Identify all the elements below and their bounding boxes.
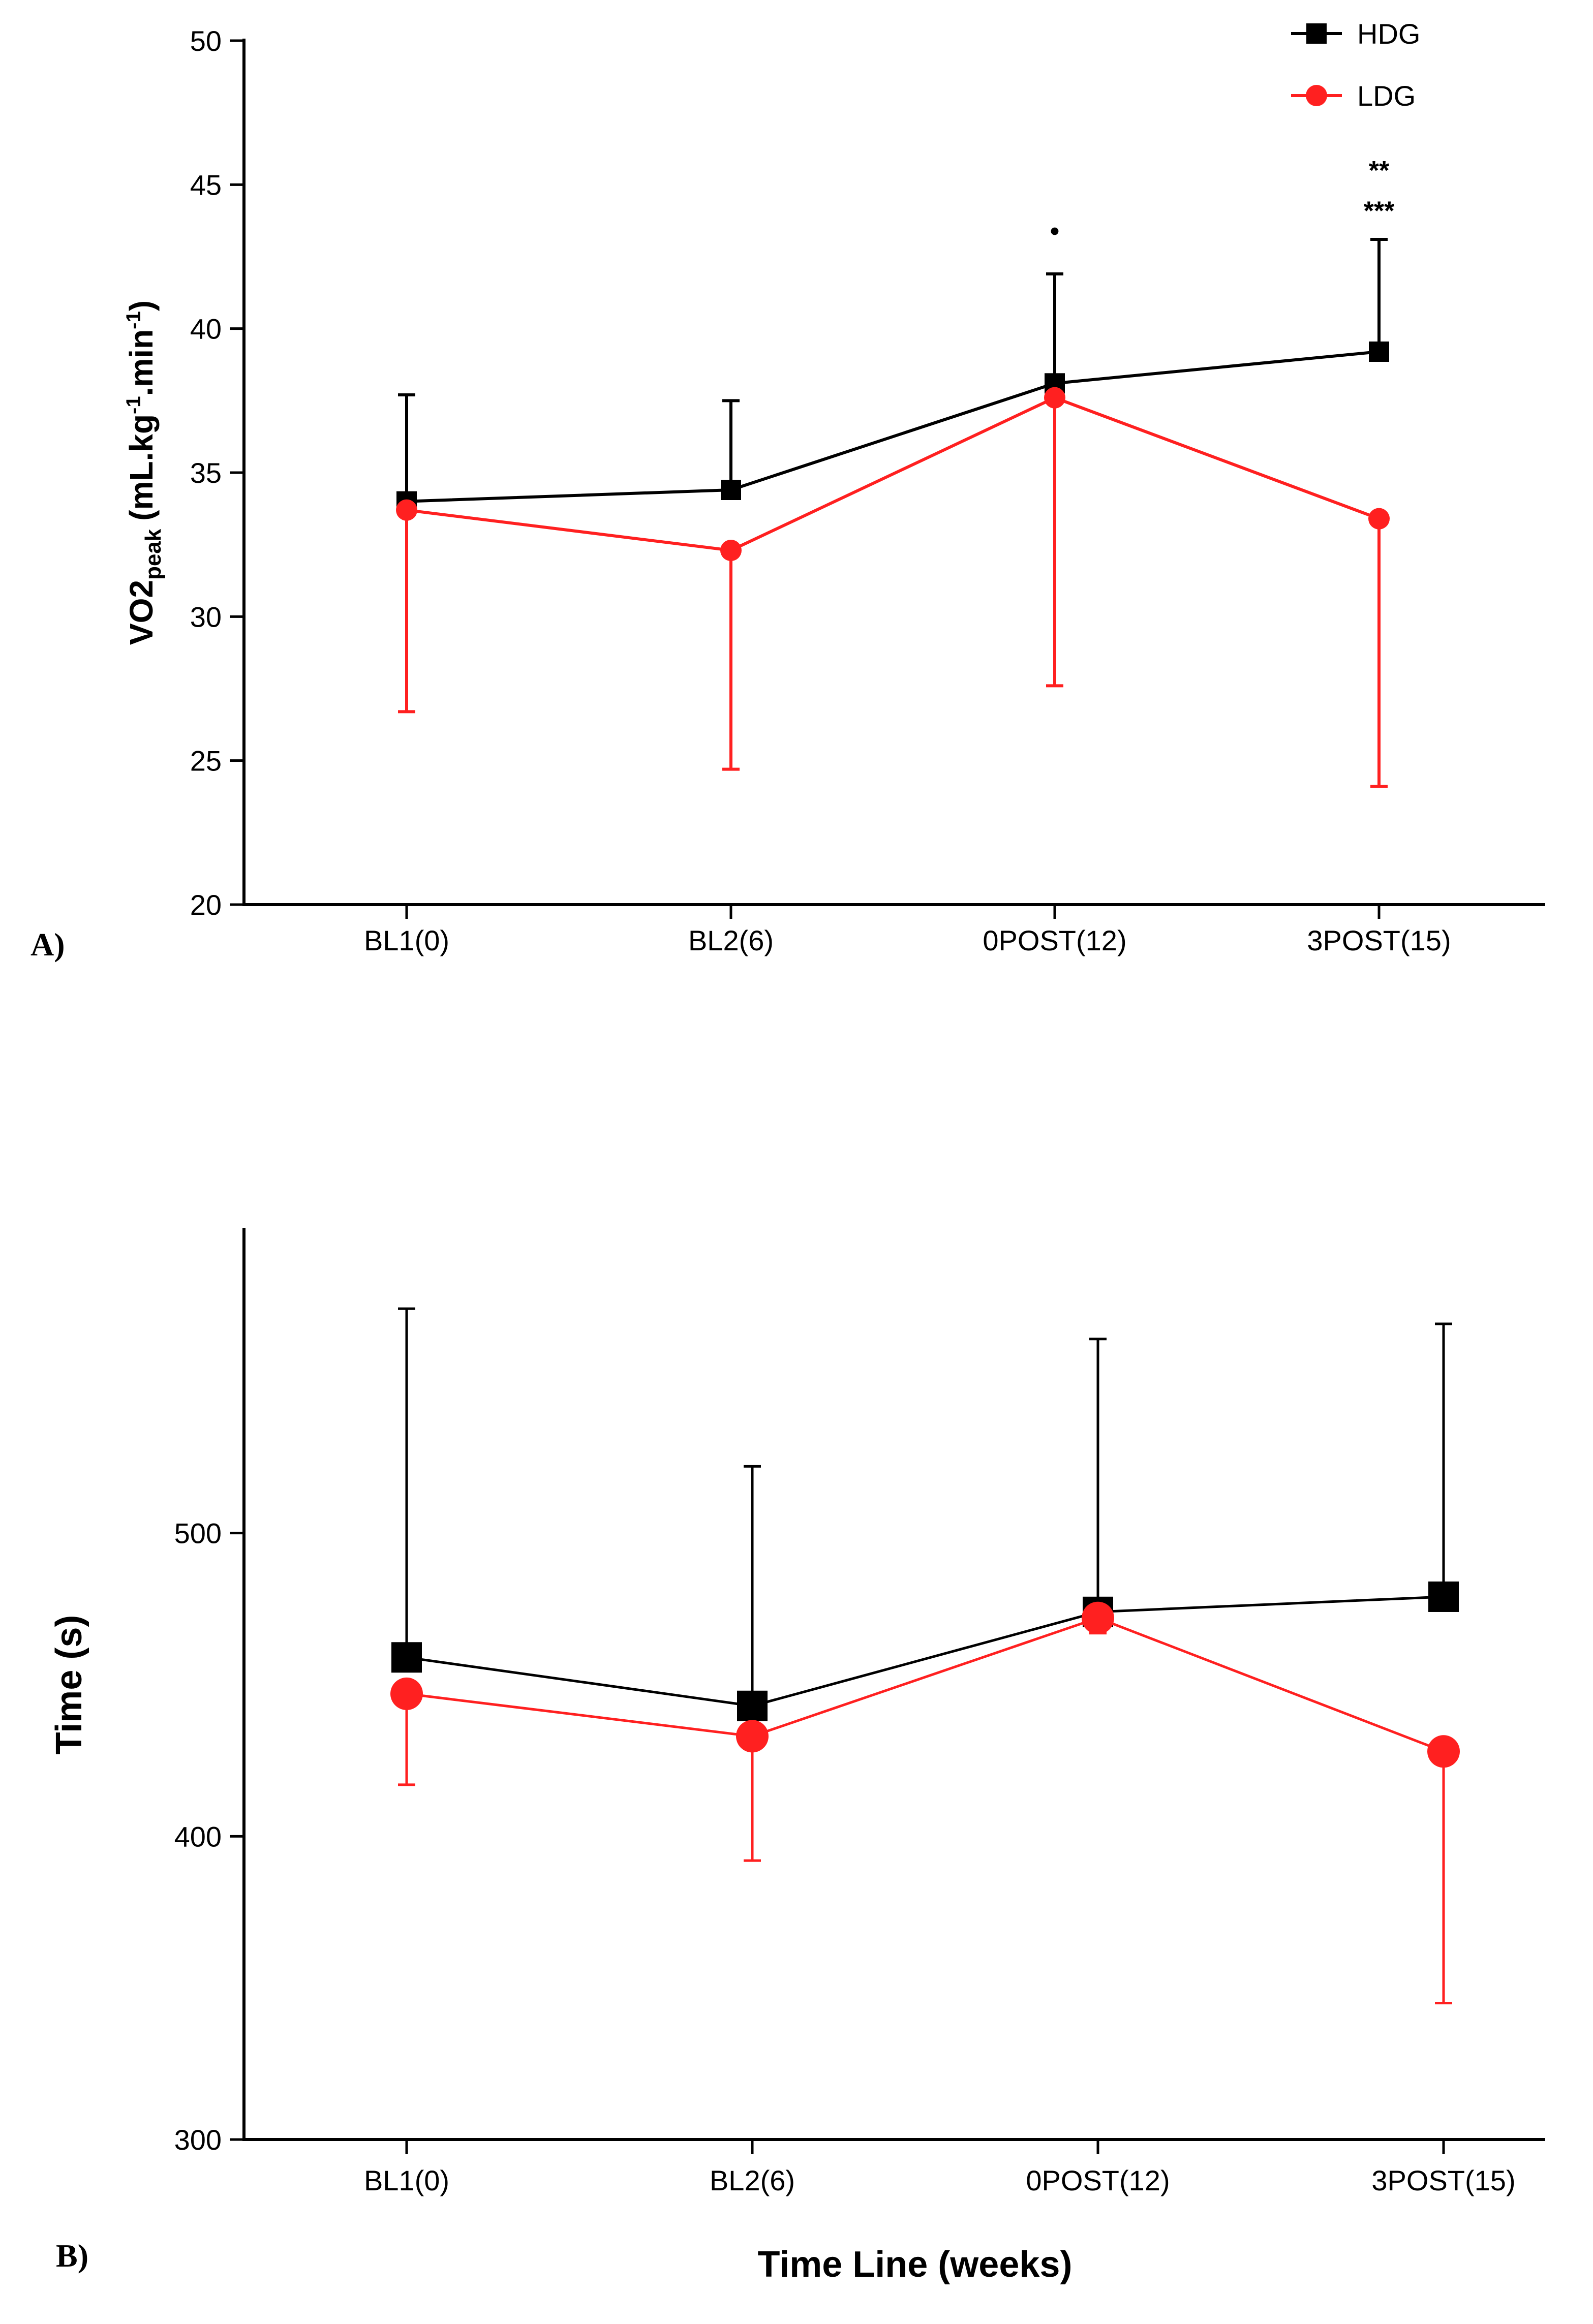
y-axis-title-part: VO2 bbox=[123, 580, 160, 645]
legend-marker-hdg bbox=[1306, 23, 1327, 44]
y-tick-label: 35 bbox=[190, 457, 222, 489]
x-tick-label: BL1(0) bbox=[364, 924, 449, 956]
y-axis-title-part: peak bbox=[141, 529, 166, 580]
legend-label-ldg: LDG bbox=[1357, 80, 1416, 112]
data-point-hdg bbox=[1369, 342, 1389, 362]
data-point-ldg bbox=[1082, 1601, 1114, 1634]
significance-marker: • bbox=[1050, 216, 1059, 246]
y-tick-label: 45 bbox=[190, 169, 222, 201]
panel-b-chart: 300 400 500 BL1(0) BL2(6) 0POST(12) 3POST(15) T… bbox=[49, 1228, 1545, 2285]
data-point-ldg bbox=[396, 499, 417, 521]
panel-label: A) bbox=[30, 926, 65, 963]
data-point-hdg bbox=[737, 1690, 768, 1721]
series-line-ldg bbox=[406, 396, 1380, 552]
y-axis-title-part: .min bbox=[123, 329, 160, 396]
significance-marker: *** bbox=[1364, 196, 1395, 226]
y-axis-title-part: (mL.kg bbox=[123, 414, 160, 521]
data-point-ldg bbox=[390, 1677, 423, 1710]
x-tick-label: 0POST(12) bbox=[983, 924, 1126, 956]
series-line-hdg bbox=[406, 350, 1380, 503]
panel-label: B) bbox=[56, 2238, 88, 2274]
y-axis-title: Time (s) bbox=[49, 1615, 89, 1755]
legend-label-hdg: HDG bbox=[1357, 18, 1420, 50]
y-tick-label: 50 bbox=[190, 25, 222, 57]
y-tick-label: 25 bbox=[190, 745, 222, 777]
y-axis-title-part: ) bbox=[123, 300, 160, 311]
data-point-ldg bbox=[1368, 508, 1390, 530]
series-line-hdg bbox=[406, 1595, 1444, 1708]
y-tick-label: 20 bbox=[190, 889, 222, 921]
y-tick-label: 40 bbox=[190, 313, 222, 345]
legend-marker-ldg bbox=[1306, 85, 1327, 106]
data-point-hdg bbox=[721, 480, 741, 500]
significance-marker: ** bbox=[1369, 156, 1390, 185]
data-point-ldg bbox=[720, 540, 742, 561]
x-tick-label: BL2(6) bbox=[710, 2164, 795, 2196]
x-tick-label: 3POST(15) bbox=[1371, 2164, 1515, 2196]
data-point-ldg bbox=[1427, 1735, 1460, 1768]
y-axis-title-part: -1 bbox=[122, 311, 145, 329]
x-tick-label: BL1(0) bbox=[364, 2164, 449, 2196]
y-tick-label: 300 bbox=[174, 2124, 222, 2156]
y-tick-label: 400 bbox=[174, 1820, 222, 1852]
x-tick-label: 3POST(15) bbox=[1307, 924, 1451, 956]
data-point-hdg bbox=[1428, 1581, 1459, 1612]
data-point-hdg bbox=[391, 1642, 422, 1673]
panel-a-chart: 20 25 30 35 40 45 50 BL1(0) BL2(6) 0POST(12) 3POST… bbox=[30, 18, 1545, 963]
x-tick-label: BL2(6) bbox=[688, 924, 774, 956]
x-axis-title: Time Line (weeks) bbox=[758, 2244, 1073, 2285]
series-line-ldg bbox=[406, 1617, 1444, 1753]
y-tick-label: 500 bbox=[174, 1517, 222, 1550]
y-axis-title: VO2peak(mL.kg-1.min-1) bbox=[122, 300, 166, 645]
x-tick-label: 0POST(12) bbox=[1026, 2164, 1170, 2196]
data-point-ldg bbox=[1044, 387, 1065, 409]
data-point-ldg bbox=[736, 1720, 769, 1753]
y-axis-title-part: -1 bbox=[122, 396, 145, 414]
y-tick-label: 30 bbox=[190, 601, 222, 633]
